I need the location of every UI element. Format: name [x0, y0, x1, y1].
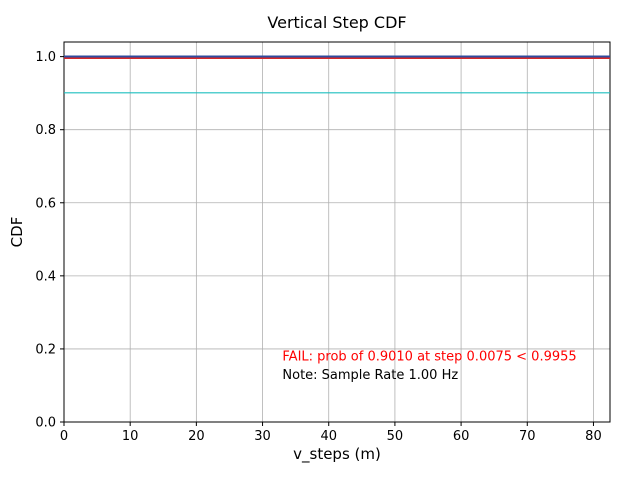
x-tick-label: 0 [60, 429, 68, 444]
x-tick-label: 80 [585, 429, 602, 444]
x-tick-label: 30 [254, 429, 271, 444]
y-tick-label: 0.6 [35, 196, 56, 211]
x-tick-label: 60 [453, 429, 470, 444]
chart-title: Vertical Step CDF [267, 13, 407, 32]
y-tick-label: 0.8 [35, 123, 56, 138]
y-tick-label: 0.4 [35, 269, 56, 284]
y-tick-label: 1.0 [35, 50, 56, 65]
fail-message: FAIL: prob of 0.9010 at step 0.0075 < 0.… [282, 350, 576, 365]
x-tick-label: 50 [387, 429, 404, 444]
y-tick-label: 0.2 [35, 342, 56, 357]
axes-frame [63, 41, 611, 423]
x-tick-label: 10 [122, 429, 139, 444]
x-tick-label: 70 [519, 429, 536, 444]
x-axis-label: v_steps (m) [293, 445, 381, 463]
x-tick-label: 40 [320, 429, 337, 444]
sample-rate-note: Note: Sample Rate 1.00 Hz [282, 368, 458, 383]
x-tick-label: 20 [188, 429, 205, 444]
y-axis-label: CDF [8, 216, 26, 248]
y-tick-label: 0.0 [35, 416, 56, 431]
